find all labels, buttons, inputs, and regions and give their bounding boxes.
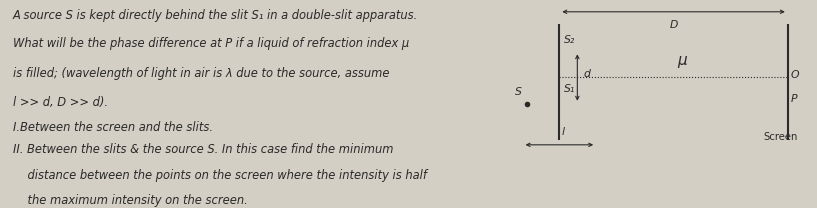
- Text: l >> d, D >> d).: l >> d, D >> d).: [13, 96, 108, 109]
- Text: S₂: S₂: [564, 35, 574, 45]
- Text: O: O: [791, 70, 800, 80]
- Text: the maximum intensity on the screen.: the maximum intensity on the screen.: [13, 194, 248, 207]
- Text: P: P: [791, 94, 797, 104]
- Text: Screen: Screen: [763, 132, 797, 142]
- Text: distance between the points on the screen where the intensity is half: distance between the points on the scree…: [13, 168, 426, 182]
- Text: What will be the phase difference at P if a liquid of refraction index μ: What will be the phase difference at P i…: [13, 37, 409, 50]
- Text: A source S is kept directly behind the slit S₁ in a double-slit apparatus.: A source S is kept directly behind the s…: [13, 9, 418, 22]
- Text: μ: μ: [676, 53, 686, 68]
- Text: I.Between the screen and the slits.: I.Between the screen and the slits.: [13, 121, 213, 134]
- Text: l: l: [562, 127, 565, 137]
- Text: D: D: [669, 20, 678, 30]
- Text: d: d: [583, 69, 590, 79]
- Text: S₁: S₁: [564, 84, 574, 94]
- Text: S: S: [515, 87, 521, 97]
- Text: II. Between the slits & the source S. In this case find the minimum: II. Between the slits & the source S. In…: [13, 143, 394, 156]
- Text: is filled; (wavelength of light in air is λ due to the source, assume: is filled; (wavelength of light in air i…: [13, 67, 390, 80]
